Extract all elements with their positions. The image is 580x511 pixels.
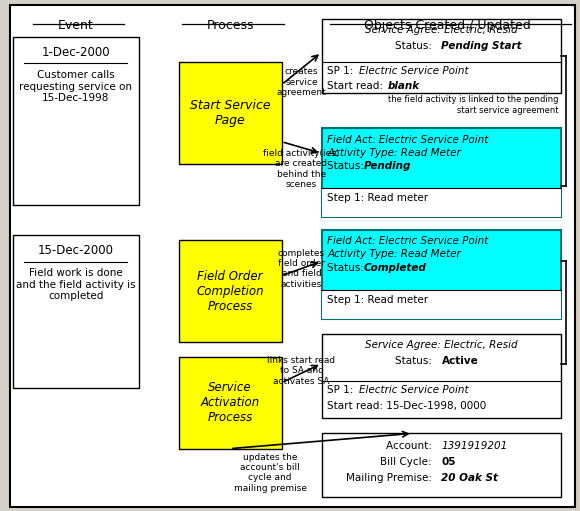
FancyBboxPatch shape <box>321 230 561 319</box>
FancyBboxPatch shape <box>321 433 561 497</box>
Text: Objects Created / Updated: Objects Created / Updated <box>364 19 531 32</box>
Text: Service
Activation
Process: Service Activation Process <box>201 381 260 424</box>
Text: Status:: Status: <box>327 161 368 171</box>
FancyBboxPatch shape <box>321 334 561 418</box>
Text: 1-Dec-2000: 1-Dec-2000 <box>42 46 110 59</box>
Text: Activity Type: Read Meter: Activity Type: Read Meter <box>327 148 461 158</box>
Text: Field Order
Completion
Process: Field Order Completion Process <box>196 270 264 313</box>
FancyBboxPatch shape <box>13 37 139 205</box>
Text: blank: blank <box>387 81 419 91</box>
FancyBboxPatch shape <box>321 290 561 319</box>
Text: Bill Cycle:: Bill Cycle: <box>380 457 441 467</box>
FancyBboxPatch shape <box>179 240 281 342</box>
Text: SP 1:: SP 1: <box>327 385 360 396</box>
Text: completes
field order
and field
activities: completes field order and field activiti… <box>278 249 325 289</box>
Text: Status:: Status: <box>395 41 441 51</box>
FancyBboxPatch shape <box>179 357 281 449</box>
Text: Electric Service Point: Electric Service Point <box>358 66 468 76</box>
Text: Field Act: Electric Service Point: Field Act: Electric Service Point <box>327 236 488 246</box>
Text: field activity(ies)
are created
behind the
scenes: field activity(ies) are created behind t… <box>263 149 340 189</box>
Text: the field activity is linked to the pending
start service agreement: the field activity is linked to the pend… <box>388 96 559 115</box>
Text: Step 1: Read meter: Step 1: Read meter <box>327 193 429 203</box>
Text: Start Service
Page: Start Service Page <box>190 99 270 127</box>
Text: Start read:: Start read: <box>327 81 386 91</box>
Text: Pending: Pending <box>364 161 411 171</box>
Text: 05: 05 <box>441 457 456 467</box>
Text: Service Agree: Electric, Resid: Service Agree: Electric, Resid <box>365 340 518 351</box>
Text: Event: Event <box>58 19 94 32</box>
Text: Step 1: Read meter: Step 1: Read meter <box>327 295 429 305</box>
FancyBboxPatch shape <box>10 5 575 507</box>
FancyBboxPatch shape <box>321 188 561 217</box>
Text: 20 Oak St: 20 Oak St <box>441 473 498 483</box>
Text: Status:: Status: <box>327 263 368 272</box>
FancyBboxPatch shape <box>13 235 139 388</box>
Text: SP 1:: SP 1: <box>327 66 360 76</box>
Text: links start read
to SA and
activates SA: links start read to SA and activates SA <box>267 356 336 386</box>
Text: Completed: Completed <box>364 263 426 272</box>
Text: Mailing Premise:: Mailing Premise: <box>346 473 441 483</box>
Text: Process: Process <box>206 19 254 32</box>
FancyBboxPatch shape <box>321 128 561 217</box>
Text: Service Agree: Electric, Resid: Service Agree: Electric, Resid <box>365 25 518 35</box>
Text: Start read: 15-Dec-1998, 0000: Start read: 15-Dec-1998, 0000 <box>327 401 487 410</box>
Text: updates the
account's bill
cycle and
mailing premise: updates the account's bill cycle and mai… <box>234 453 307 493</box>
Text: Account:: Account: <box>386 441 441 451</box>
Text: creates
service
agreement: creates service agreement <box>277 67 327 97</box>
Text: Customer calls
requesting service on
15-Dec-1998: Customer calls requesting service on 15-… <box>19 70 132 103</box>
Text: Pending Start: Pending Start <box>441 41 522 51</box>
Text: Electric Service Point: Electric Service Point <box>358 385 468 396</box>
Text: 1391919201: 1391919201 <box>441 441 508 451</box>
Text: 15-Dec-2000: 15-Dec-2000 <box>38 244 114 258</box>
Text: Field Act: Electric Service Point: Field Act: Electric Service Point <box>327 134 488 145</box>
Text: Activity Type: Read Meter: Activity Type: Read Meter <box>327 249 461 260</box>
FancyBboxPatch shape <box>179 62 281 164</box>
Text: Status:: Status: <box>395 356 441 366</box>
Text: Field work is done
and the field activity is
completed: Field work is done and the field activit… <box>16 268 136 301</box>
FancyBboxPatch shape <box>321 19 561 93</box>
Text: Active: Active <box>441 356 478 366</box>
